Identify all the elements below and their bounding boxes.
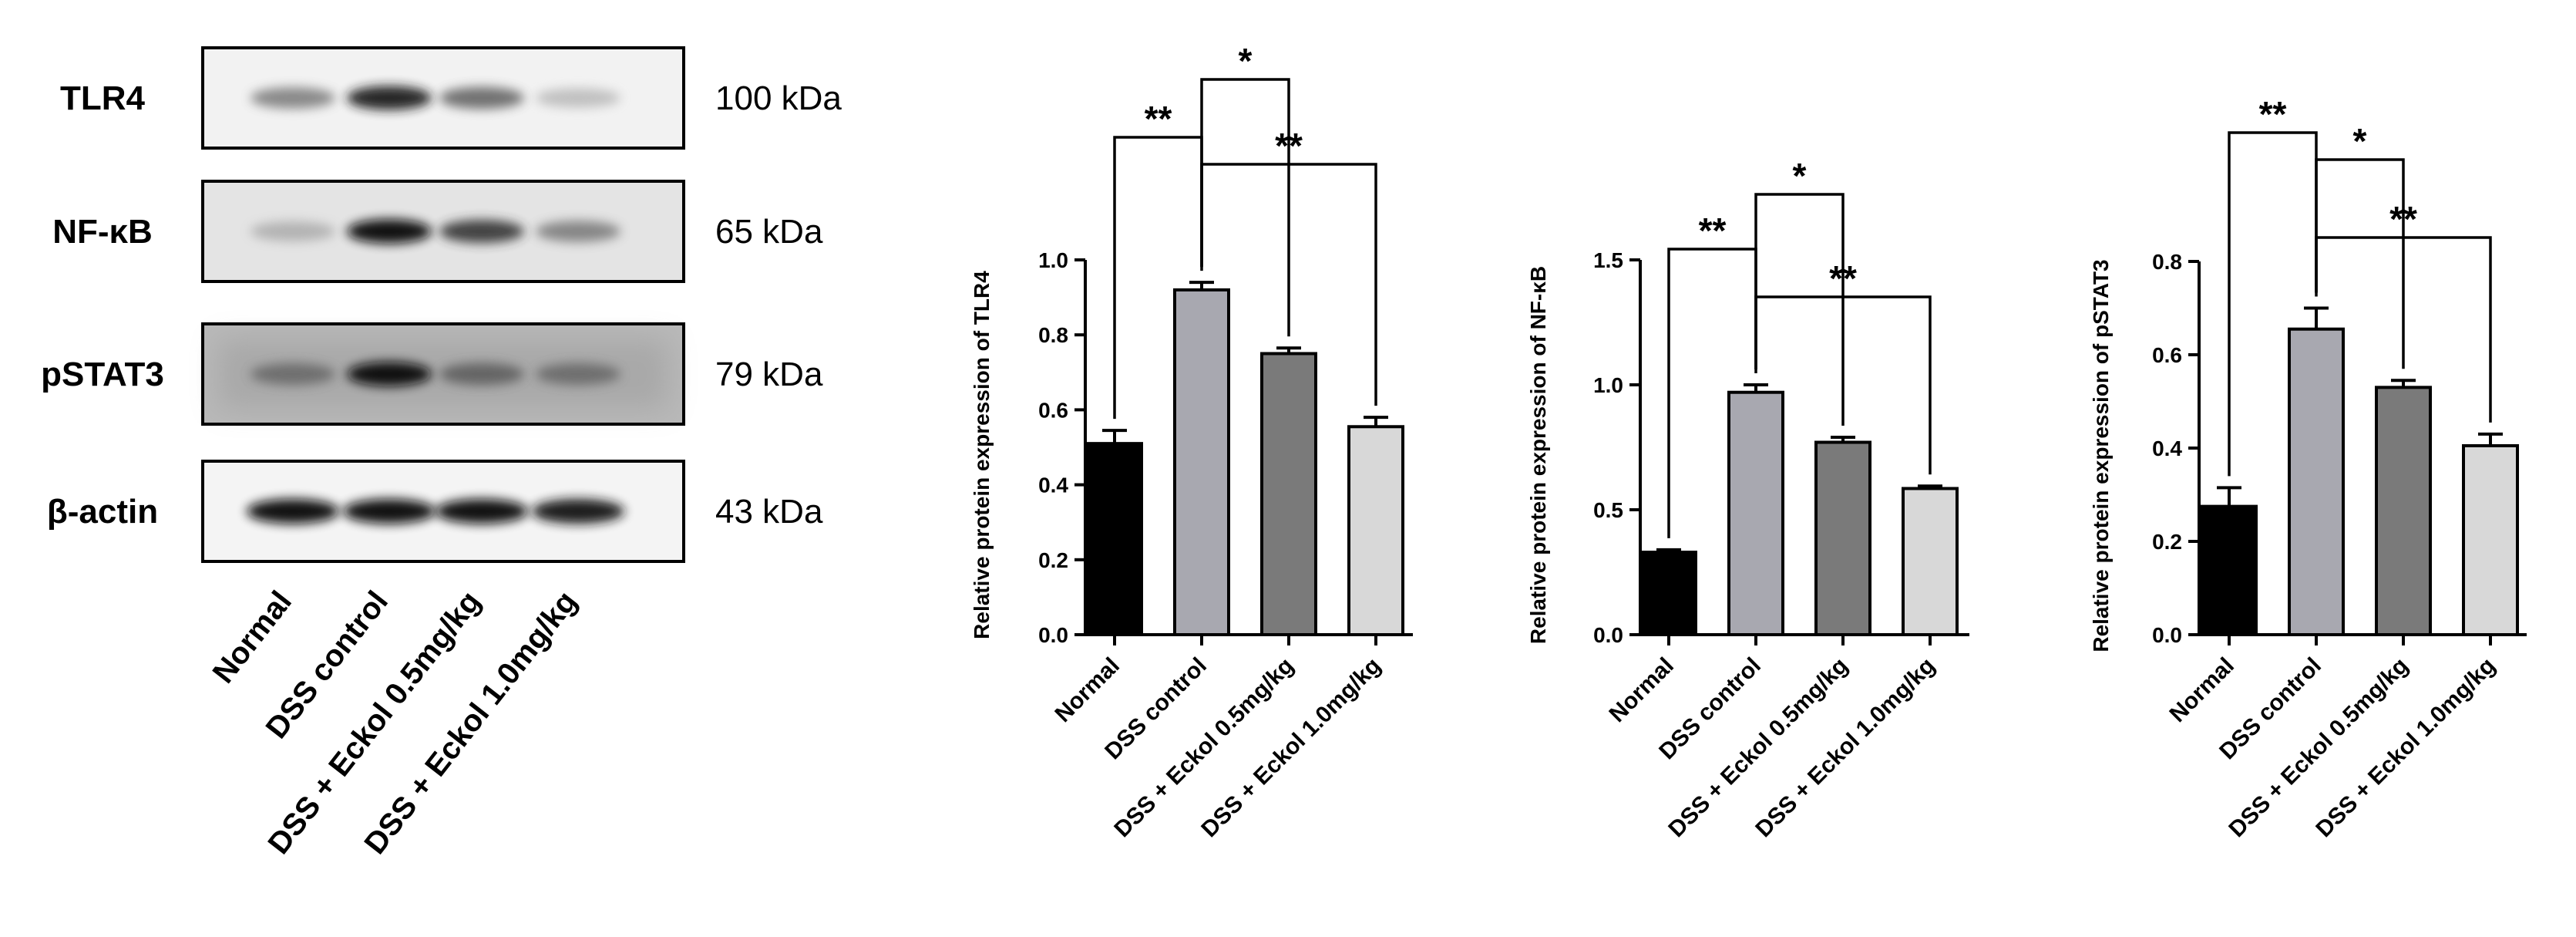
bar — [2375, 386, 2432, 636]
significance-label: ** — [1275, 126, 1303, 166]
blot-band — [251, 87, 335, 109]
significance-label: ** — [1699, 211, 1727, 251]
bar — [1086, 442, 1143, 637]
blot-protein-label: β-actin — [47, 493, 158, 531]
y-tick-label: 0.2 — [2152, 530, 2182, 554]
blot-box-frame — [201, 322, 685, 426]
significance-label: * — [2353, 121, 2367, 161]
y-tick-label: 0.8 — [1038, 323, 1068, 347]
blot-band — [251, 363, 335, 385]
blot-band — [536, 221, 620, 242]
x-category-label: Normal — [1051, 653, 1125, 727]
x-category-label: DSS + Eckol 0.5mg/kg — [2224, 653, 2413, 843]
blot-kda-label: 100 kDa — [715, 79, 842, 117]
blot-band — [343, 499, 435, 524]
blot-box-frame — [201, 460, 685, 563]
blot-band — [347, 86, 432, 110]
significance-label: ** — [2389, 199, 2417, 239]
bar — [2201, 504, 2258, 636]
y-tick-label: 0.4 — [1038, 474, 1068, 497]
significance-bracket — [1754, 295, 1932, 475]
bar — [1727, 390, 1784, 636]
bar — [1260, 352, 1317, 636]
y-tick-label: 0.6 — [2152, 343, 2182, 367]
blot-band — [347, 219, 432, 244]
significance-label: ** — [2259, 94, 2287, 134]
bar — [1173, 288, 1230, 636]
bar — [2462, 443, 2519, 636]
blot-kda-label: 43 kDa — [715, 493, 823, 531]
bar — [1814, 440, 1871, 637]
significance-label: * — [1793, 156, 1807, 196]
y-tick-label: 0.6 — [1038, 398, 1068, 422]
blot-band — [532, 499, 624, 524]
bar — [2288, 327, 2345, 636]
pstat3-bar-chart: 0.0 0.2 0.4 0.6 0.8 Relative protein expressi… — [2089, 94, 2527, 842]
blot-band — [536, 363, 620, 385]
x-category-label: DSS + Eckol 0.5mg/kg — [1109, 653, 1299, 843]
y-axis-title: Relative protein expression of TLR4 — [970, 271, 994, 639]
blot-box-frame — [201, 180, 685, 283]
blot-protein-label: NF-κB — [52, 213, 153, 251]
y-tick-label: 0.0 — [1593, 623, 1623, 647]
blot-lane-label: Normal — [207, 585, 299, 689]
y-tick-label: 0.5 — [1593, 498, 1623, 522]
blot-band — [536, 88, 620, 108]
significance-label: ** — [1829, 258, 1857, 298]
bar — [1640, 551, 1697, 637]
x-category-label: DSS + Eckol 1.0mg/kg — [2311, 653, 2500, 843]
y-axis-title: Relative protein expression of NF-κB — [1526, 266, 1550, 644]
blot-protein-label: TLR4 — [60, 79, 146, 117]
significance-bracket — [2315, 158, 2405, 369]
bar — [1902, 487, 1959, 637]
blot-band — [347, 362, 432, 386]
y-tick-label: 1.0 — [1593, 373, 1623, 397]
significance-bracket — [1754, 193, 1845, 426]
tlr4-bar-chart: 0.0 0.2 0.4 0.6 0.8 1.0 Relative protein expre… — [970, 41, 1413, 842]
x-category-label: DSS + Eckol 1.0mg/kg — [1196, 653, 1386, 843]
y-axis-title: Relative protein expression of pSTAT3 — [2089, 259, 2113, 652]
nfkb-bar-chart: 0.0 0.5 1.0 1.5 Relative protein expression … — [1526, 156, 1969, 842]
blot-band — [439, 220, 524, 243]
bar — [1347, 425, 1404, 637]
blot-kda-label: 79 kDa — [715, 356, 823, 393]
blot-band — [247, 499, 339, 524]
significance-bracket — [2315, 236, 2492, 423]
blot-band — [435, 499, 528, 524]
blot-band — [251, 221, 335, 241]
y-tick-label: 0.4 — [2152, 436, 2182, 460]
blot-kda-label: 65 kDa — [715, 213, 823, 251]
blot-band — [439, 362, 524, 386]
x-category-label: Normal — [1605, 653, 1679, 727]
y-tick-label: 0.0 — [2152, 623, 2182, 647]
blot-box-frame — [201, 46, 685, 150]
x-category-label: DSS + Eckol 1.0mg/kg — [1750, 653, 1940, 843]
significance-label: * — [1239, 41, 1253, 81]
y-tick-label: 1.0 — [1038, 248, 1068, 272]
y-tick-label: 1.5 — [1593, 248, 1623, 272]
significance-bracket — [1200, 163, 1377, 406]
blot-band — [439, 86, 524, 110]
y-tick-label: 0.2 — [1038, 548, 1068, 572]
western-blot-panel: TLR4 100 kDa NF-κB 65 kDa pSTAT3 79 kDa β-acti… — [41, 46, 842, 861]
y-tick-label: 0.8 — [2152, 250, 2182, 274]
x-category-label: DSS + Eckol 0.5mg/kg — [1663, 653, 1853, 843]
blot-protein-label: pSTAT3 — [41, 356, 164, 393]
x-category-label: Normal — [2165, 653, 2239, 727]
significance-label: ** — [1145, 99, 1172, 139]
y-tick-label: 0.0 — [1038, 623, 1068, 647]
